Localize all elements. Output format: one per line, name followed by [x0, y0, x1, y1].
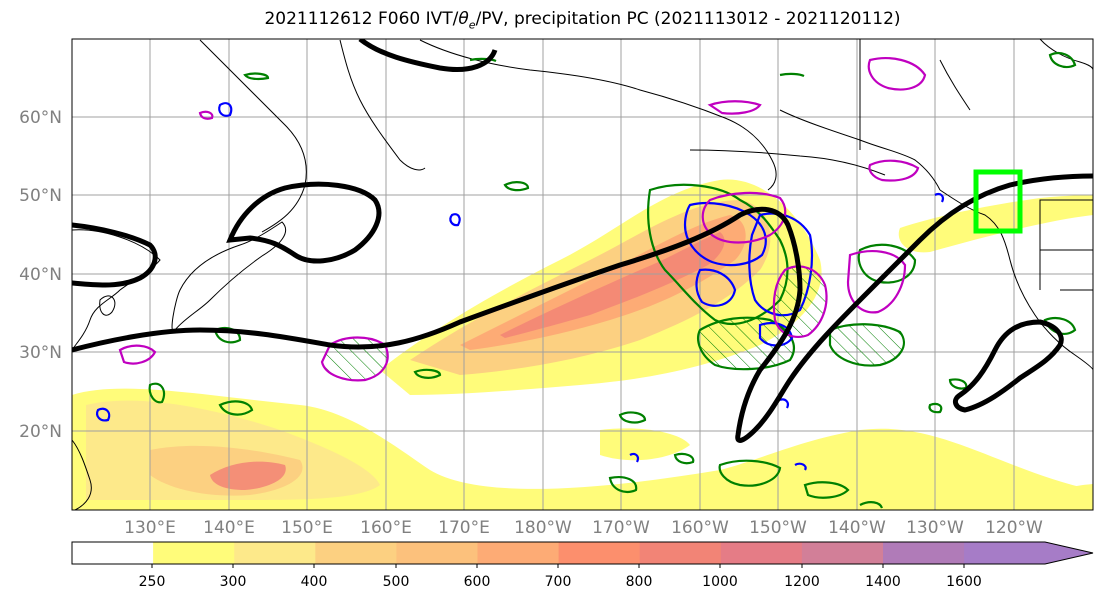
lon-label: 150°W: [749, 518, 807, 538]
lon-label: 130°W: [906, 518, 964, 538]
colorbar-segment: [801, 542, 884, 564]
colorbar-labels: 250 300 400 500 600 700 800 1000 1200 14…: [139, 564, 982, 590]
title-subscript: e: [468, 18, 476, 32]
lon-label: 170°E: [438, 518, 490, 538]
lon-label: 170°W: [592, 518, 650, 538]
lon-label: 160°W: [671, 518, 729, 538]
colorbar-segment: [964, 542, 1093, 564]
colorbar-label: 800: [626, 574, 653, 590]
colorbar-segment: [477, 542, 560, 564]
colorbar-label: 1200: [784, 574, 820, 590]
title-prefix: 2021112612 F060 IVT/: [264, 9, 459, 29]
colorbar-label: 300: [220, 574, 247, 590]
colorbar-segment: [558, 542, 641, 564]
chart-title: 2021112612 F060 IVT/θe/PV, precipitation…: [0, 9, 1105, 31]
lat-label: 50°N: [19, 186, 62, 206]
colorbar-label: 700: [545, 574, 572, 590]
lon-label: 150°E: [281, 518, 333, 538]
lon-label: 130°E: [124, 518, 176, 538]
coastlines: [72, 39, 1093, 510]
target-region-box: [973, 169, 1023, 234]
colorbar-label: 600: [464, 574, 491, 590]
lon-label: 140°E: [203, 518, 255, 538]
colorbar-label: 500: [383, 574, 410, 590]
graticule: [72, 39, 1093, 510]
pv-thick-contour: [72, 39, 1093, 443]
lat-label: 20°N: [19, 422, 62, 442]
lat-label: 30°N: [19, 343, 62, 363]
lon-label: 120°W: [985, 518, 1043, 538]
colorbar-segment: [639, 542, 722, 564]
colorbar-segment: [720, 542, 803, 564]
map-content: [72, 39, 1093, 510]
lon-label: 180°W: [514, 518, 572, 538]
colorbar-label: 250: [139, 574, 166, 590]
lon-label: 140°W: [828, 518, 886, 538]
colorbar-segment: [883, 542, 965, 564]
lat-label: 60°N: [19, 108, 62, 128]
colorbar-outline: [71, 541, 1094, 565]
colorbar-label: 1400: [865, 574, 901, 590]
lon-label: 160°E: [360, 518, 412, 538]
map-frame: [71, 38, 1094, 511]
colorbar: 250 300 400 500 600 700 800 1000 1200 14…: [71, 541, 1094, 590]
colorbar-label: 1600: [946, 574, 982, 590]
title-suffix: /PV, precipitation PC (2021113012 - 2021…: [475, 9, 901, 29]
colorbar-segment: [234, 542, 316, 564]
colorbar-segment: [72, 542, 154, 564]
title-theta: θ: [458, 9, 469, 29]
colorbar-label: 1000: [702, 574, 738, 590]
colorbar-label: 400: [301, 574, 328, 590]
colorbar-segment: [153, 542, 235, 564]
longitude-labels: 130°E 140°E 150°E 160°E 170°E 180°W 170°…: [124, 518, 1043, 538]
colorbar-segment: [315, 542, 397, 564]
colorbar-segment: [396, 542, 479, 564]
latitude-labels: 60°N 50°N 40°N 30°N 20°N: [19, 108, 62, 442]
lat-label: 40°N: [19, 265, 62, 285]
colorbar-segments: [72, 542, 1093, 564]
